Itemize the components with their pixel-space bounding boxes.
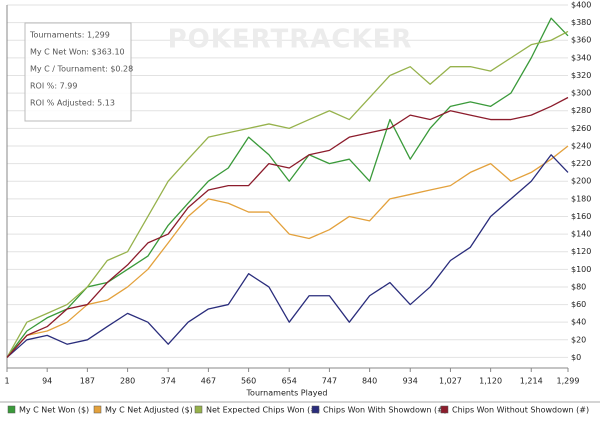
x-tick-label: 374 <box>161 377 176 386</box>
y-tick-label: $160 <box>571 212 591 221</box>
y-tick-label: $40 <box>571 318 586 327</box>
y-tick-label: $280 <box>571 106 591 115</box>
x-tick-label: 747 <box>322 377 337 386</box>
info-line: My C Net Won: $363.10 <box>30 48 125 57</box>
x-tick-label: 467 <box>201 377 216 386</box>
x-tick-label: 560 <box>241 377 256 386</box>
x-tick-label: 934 <box>403 377 418 386</box>
y-tick-label: $140 <box>571 230 591 239</box>
legend-swatch <box>7 405 16 414</box>
y-tick-label: $20 <box>571 335 586 344</box>
legend-label: Net Expected Chips Won (#) <box>206 406 320 415</box>
y-tick-label: $220 <box>571 159 591 168</box>
legend-swatch <box>440 405 449 414</box>
x-tick-label: 1,027 <box>439 377 462 386</box>
y-tick-label: $380 <box>571 18 591 27</box>
x-tick-label: 1,214 <box>520 377 543 386</box>
info-line: My C / Tournament: $0.28 <box>30 65 133 74</box>
x-tick-label: 654 <box>282 377 297 386</box>
info-line: ROI % Adjusted: 5.13 <box>30 99 115 108</box>
x-tick-label: 1 <box>4 377 9 386</box>
y-tick-label: $400 <box>571 1 591 10</box>
y-tick-label: $360 <box>571 36 591 45</box>
legend-swatch <box>194 405 203 414</box>
legend-label: Chips Won With Showdown (#) <box>323 406 447 415</box>
legend-label: My C Net Adjusted ($) <box>105 406 193 415</box>
x-axis-title: Tournaments Played <box>246 389 328 398</box>
series-line <box>6 17 569 358</box>
legend-label: Chips Won Without Showdown (#) <box>452 406 589 415</box>
y-tick-label: $100 <box>571 265 591 274</box>
info-line: ROI %: 7.99 <box>30 82 77 91</box>
legend-swatch <box>93 405 102 414</box>
series-line <box>6 30 569 358</box>
y-tick-label: $300 <box>571 89 591 98</box>
plot-area <box>6 4 569 372</box>
y-tick-label: $80 <box>571 282 586 291</box>
x-tick-label: 840 <box>362 377 377 386</box>
y-tick-label: $260 <box>571 124 591 133</box>
x-tick-label: 94 <box>42 377 52 386</box>
series-line <box>6 154 569 358</box>
y-tick-label: $120 <box>571 247 591 256</box>
legend-swatch <box>311 405 320 414</box>
info-frame <box>24 22 132 122</box>
y-tick-label: $240 <box>571 141 591 150</box>
y-tick-label: $180 <box>571 194 591 203</box>
watermark: POKERTRACKER <box>168 25 413 55</box>
y-tick-label: $320 <box>571 71 591 80</box>
legend-label: My C Net Won ($) <box>19 406 89 415</box>
info-line: Tournaments: 1,299 <box>29 31 110 40</box>
x-tick-label: 280 <box>120 377 135 386</box>
y-tick-label: $340 <box>571 53 591 62</box>
info-box: Tournaments: 1,299 My C Net Won: $363.10 M… <box>24 22 133 122</box>
x-tick-label: 1,299 <box>557 377 580 386</box>
y-tick-label: $0 <box>571 353 581 362</box>
series-line <box>6 145 569 358</box>
y-tick-label: $60 <box>571 300 586 309</box>
x-tick-label: 187 <box>80 377 95 386</box>
y-tick-label: $200 <box>571 177 591 186</box>
x-tick-label: 1,120 <box>479 377 502 386</box>
series-line <box>6 96 569 358</box>
